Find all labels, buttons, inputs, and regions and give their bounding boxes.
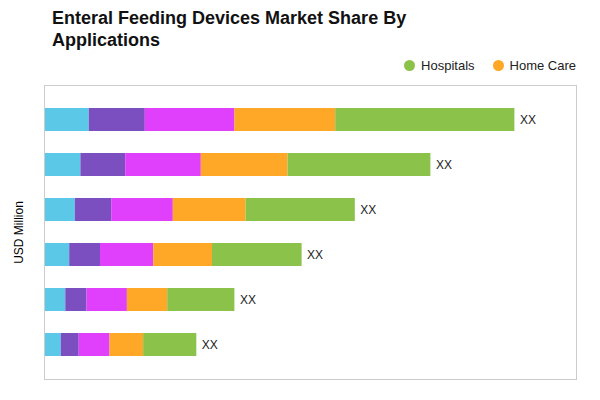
- svg-text:USD Million: USD Million: [12, 201, 26, 264]
- svg-text:XX: XX: [240, 293, 256, 307]
- svg-text:XX: XX: [520, 113, 536, 127]
- svg-text:XX: XX: [307, 248, 323, 262]
- html-text:Hospitals: Hospitals: [421, 57, 475, 73]
- svg-text:XX: XX: [202, 338, 218, 352]
- html-text:Enteral Feeding Devices Market: Enteral Feeding Devices Market Share By …: [52, 8, 407, 50]
- svg-text:XX: XX: [360, 203, 376, 217]
- html-text:Home Care: Home Care: [509, 57, 576, 73]
- svg-text:XX: XX: [436, 158, 452, 172]
